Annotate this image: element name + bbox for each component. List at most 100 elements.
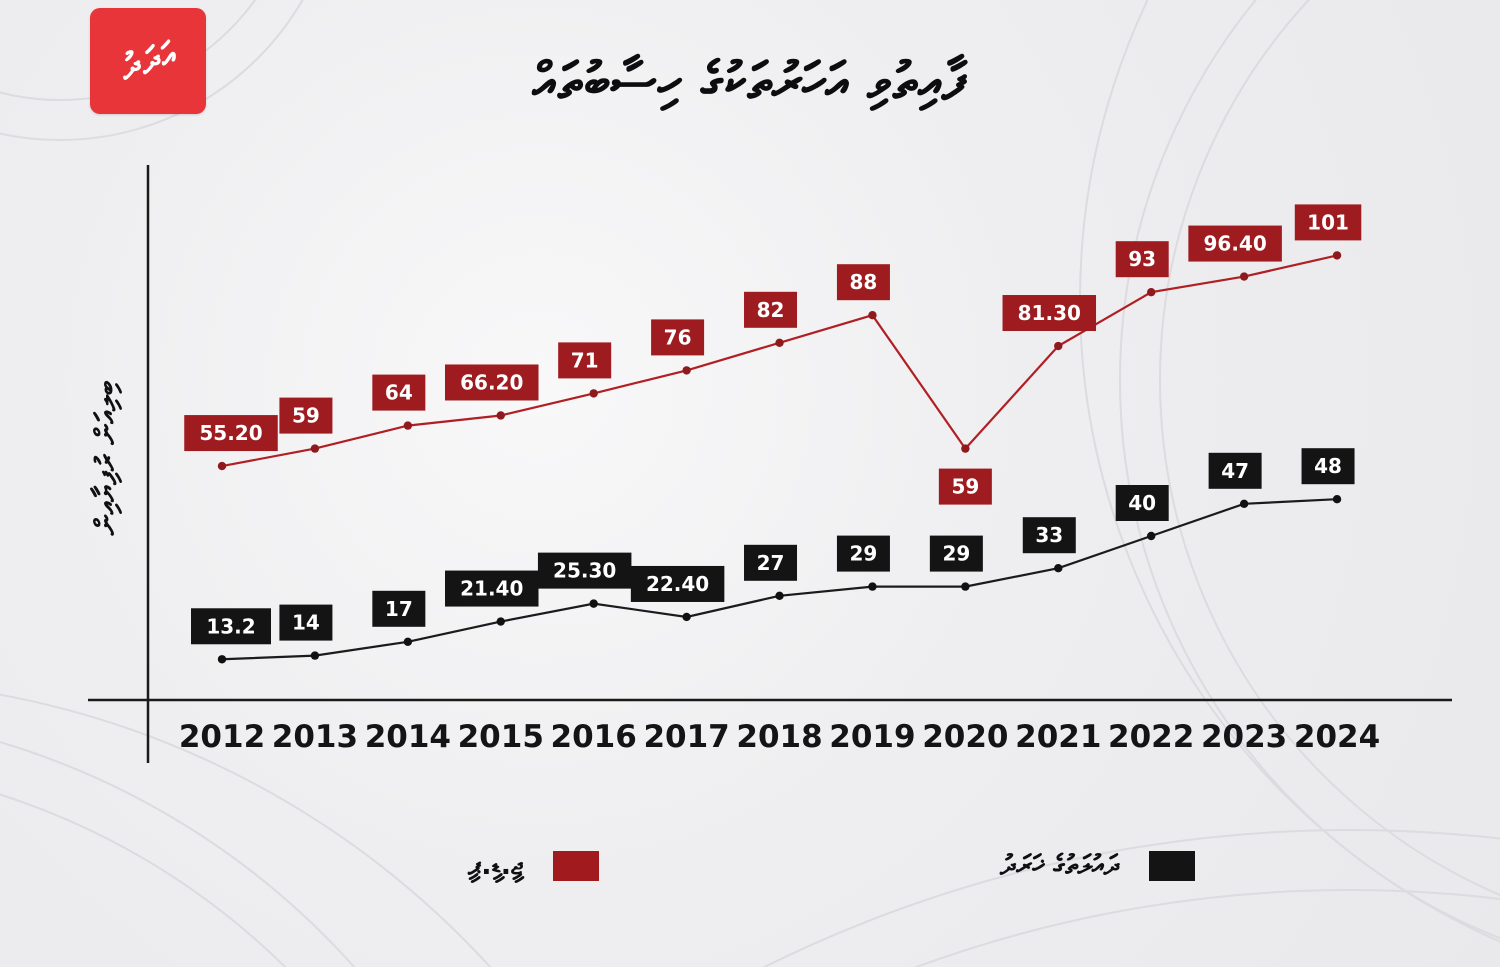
svg-text:40: 40 xyxy=(1128,491,1156,515)
data-label: 29 xyxy=(929,535,983,572)
data-label: 59 xyxy=(938,468,992,505)
svg-text:66.20: 66.20 xyxy=(460,370,523,394)
data-point xyxy=(589,599,598,608)
x-tick-label: 2024 xyxy=(1294,719,1380,755)
legend-item-gdp: ޖީ.ޑީ.ޕީ xyxy=(468,850,600,882)
svg-text:13.2: 13.2 xyxy=(206,614,255,638)
x-tick-label: 2014 xyxy=(365,719,451,755)
legend-swatch-gdp xyxy=(553,851,600,881)
data-label: 71 xyxy=(558,342,612,379)
x-tick-label: 2018 xyxy=(736,719,822,755)
svg-text:59: 59 xyxy=(951,475,979,499)
data-point xyxy=(961,582,970,591)
data-point xyxy=(403,421,413,430)
svg-text:71: 71 xyxy=(571,348,599,372)
data-label: 55.20 xyxy=(184,415,278,452)
series-line-0 xyxy=(221,254,1338,468)
data-point xyxy=(1054,341,1063,351)
data-point xyxy=(589,389,598,398)
svg-text:64: 64 xyxy=(385,381,413,405)
x-tick-label: 2015 xyxy=(458,719,544,755)
x-tick-label: 2013 xyxy=(272,719,358,755)
svg-text:55.20: 55.20 xyxy=(199,421,262,445)
svg-text:22.40: 22.40 xyxy=(646,572,709,596)
data-point xyxy=(217,461,227,471)
data-point xyxy=(775,591,784,600)
svg-text:76: 76 xyxy=(664,325,692,349)
data-label: 93 xyxy=(1115,241,1169,278)
data-point xyxy=(310,444,320,453)
data-label: 96.40 xyxy=(1188,225,1282,262)
data-label: 25.30 xyxy=(537,552,632,589)
data-point xyxy=(1239,272,1249,281)
data-label: 88 xyxy=(836,264,890,301)
data-label: 81.30 xyxy=(1002,295,1097,332)
data-point xyxy=(1332,495,1342,504)
svg-text:81.30: 81.30 xyxy=(1018,301,1081,325)
x-tick-label: 2012 xyxy=(179,719,265,755)
data-label: 21.40 xyxy=(445,570,539,607)
svg-text:88: 88 xyxy=(850,270,878,294)
legend-label-gdp: ޖީ.ޑީ.ޕީ xyxy=(468,850,524,881)
data-point xyxy=(868,311,877,320)
data-label: 22.40 xyxy=(630,565,725,602)
chart-title: ފާއިތުވި އަހަރުތަކުގެ ހިސާބުތައް xyxy=(532,52,968,112)
data-point xyxy=(682,612,691,622)
svg-text:59: 59 xyxy=(292,404,320,428)
data-point xyxy=(1147,288,1156,297)
data-label: 17 xyxy=(372,590,426,627)
svg-text:47: 47 xyxy=(1221,459,1249,483)
svg-text:101: 101 xyxy=(1307,210,1349,234)
svg-text:27: 27 xyxy=(757,551,785,575)
svg-text:82: 82 xyxy=(757,298,785,322)
svg-text:96.40: 96.40 xyxy=(1203,232,1266,256)
data-label: 76 xyxy=(651,319,705,356)
data-point xyxy=(496,617,505,626)
svg-text:93: 93 xyxy=(1128,247,1156,271)
svg-text:48: 48 xyxy=(1314,454,1342,478)
data-label: 82 xyxy=(744,291,798,328)
data-label: 33 xyxy=(1022,517,1076,554)
data-point xyxy=(217,655,227,664)
x-tick-label: 2020 xyxy=(922,719,1008,755)
data-point xyxy=(775,338,784,347)
data-point xyxy=(1054,564,1063,573)
svg-text:21.40: 21.40 xyxy=(460,577,523,601)
data-label: 64 xyxy=(372,374,426,411)
svg-text:14: 14 xyxy=(292,611,320,635)
data-point xyxy=(682,366,691,375)
svg-text:17: 17 xyxy=(385,597,413,621)
data-label: 14 xyxy=(279,604,333,641)
y-axis-label: ބިލިއަން ރުފިޔާއިން xyxy=(88,380,123,536)
data-label: 47 xyxy=(1208,452,1262,489)
data-label: 40 xyxy=(1115,485,1169,521)
data-point xyxy=(961,444,970,453)
x-tick-label: 2022 xyxy=(1108,719,1194,755)
data-point xyxy=(1332,251,1342,260)
data-point xyxy=(310,651,320,660)
data-label: 66.20 xyxy=(445,364,539,401)
data-point xyxy=(403,637,413,646)
data-point xyxy=(868,582,877,591)
data-label: 48 xyxy=(1301,448,1355,485)
data-label: 101 xyxy=(1294,204,1362,241)
data-point xyxy=(1147,531,1156,541)
data-label: 29 xyxy=(836,535,890,572)
x-tick-label: 2016 xyxy=(551,719,637,755)
svg-text:29: 29 xyxy=(850,542,878,566)
data-point xyxy=(496,411,505,420)
data-label: 59 xyxy=(279,397,333,434)
x-tick-label: 2019 xyxy=(829,719,915,755)
x-tick-label: 2017 xyxy=(643,719,729,755)
data-label: 27 xyxy=(744,544,798,581)
x-tick-label: 2023 xyxy=(1201,719,1287,755)
legend-swatch-expenditure xyxy=(1149,851,1196,881)
svg-text:29: 29 xyxy=(942,542,970,566)
svg-text:25.30: 25.30 xyxy=(553,559,616,583)
logo: އަދަދު xyxy=(90,8,206,114)
x-tick-label: 2021 xyxy=(1015,719,1101,755)
legend-item-expenditure: ދައުލަތުގެ ޚަރަދު xyxy=(1000,850,1196,882)
